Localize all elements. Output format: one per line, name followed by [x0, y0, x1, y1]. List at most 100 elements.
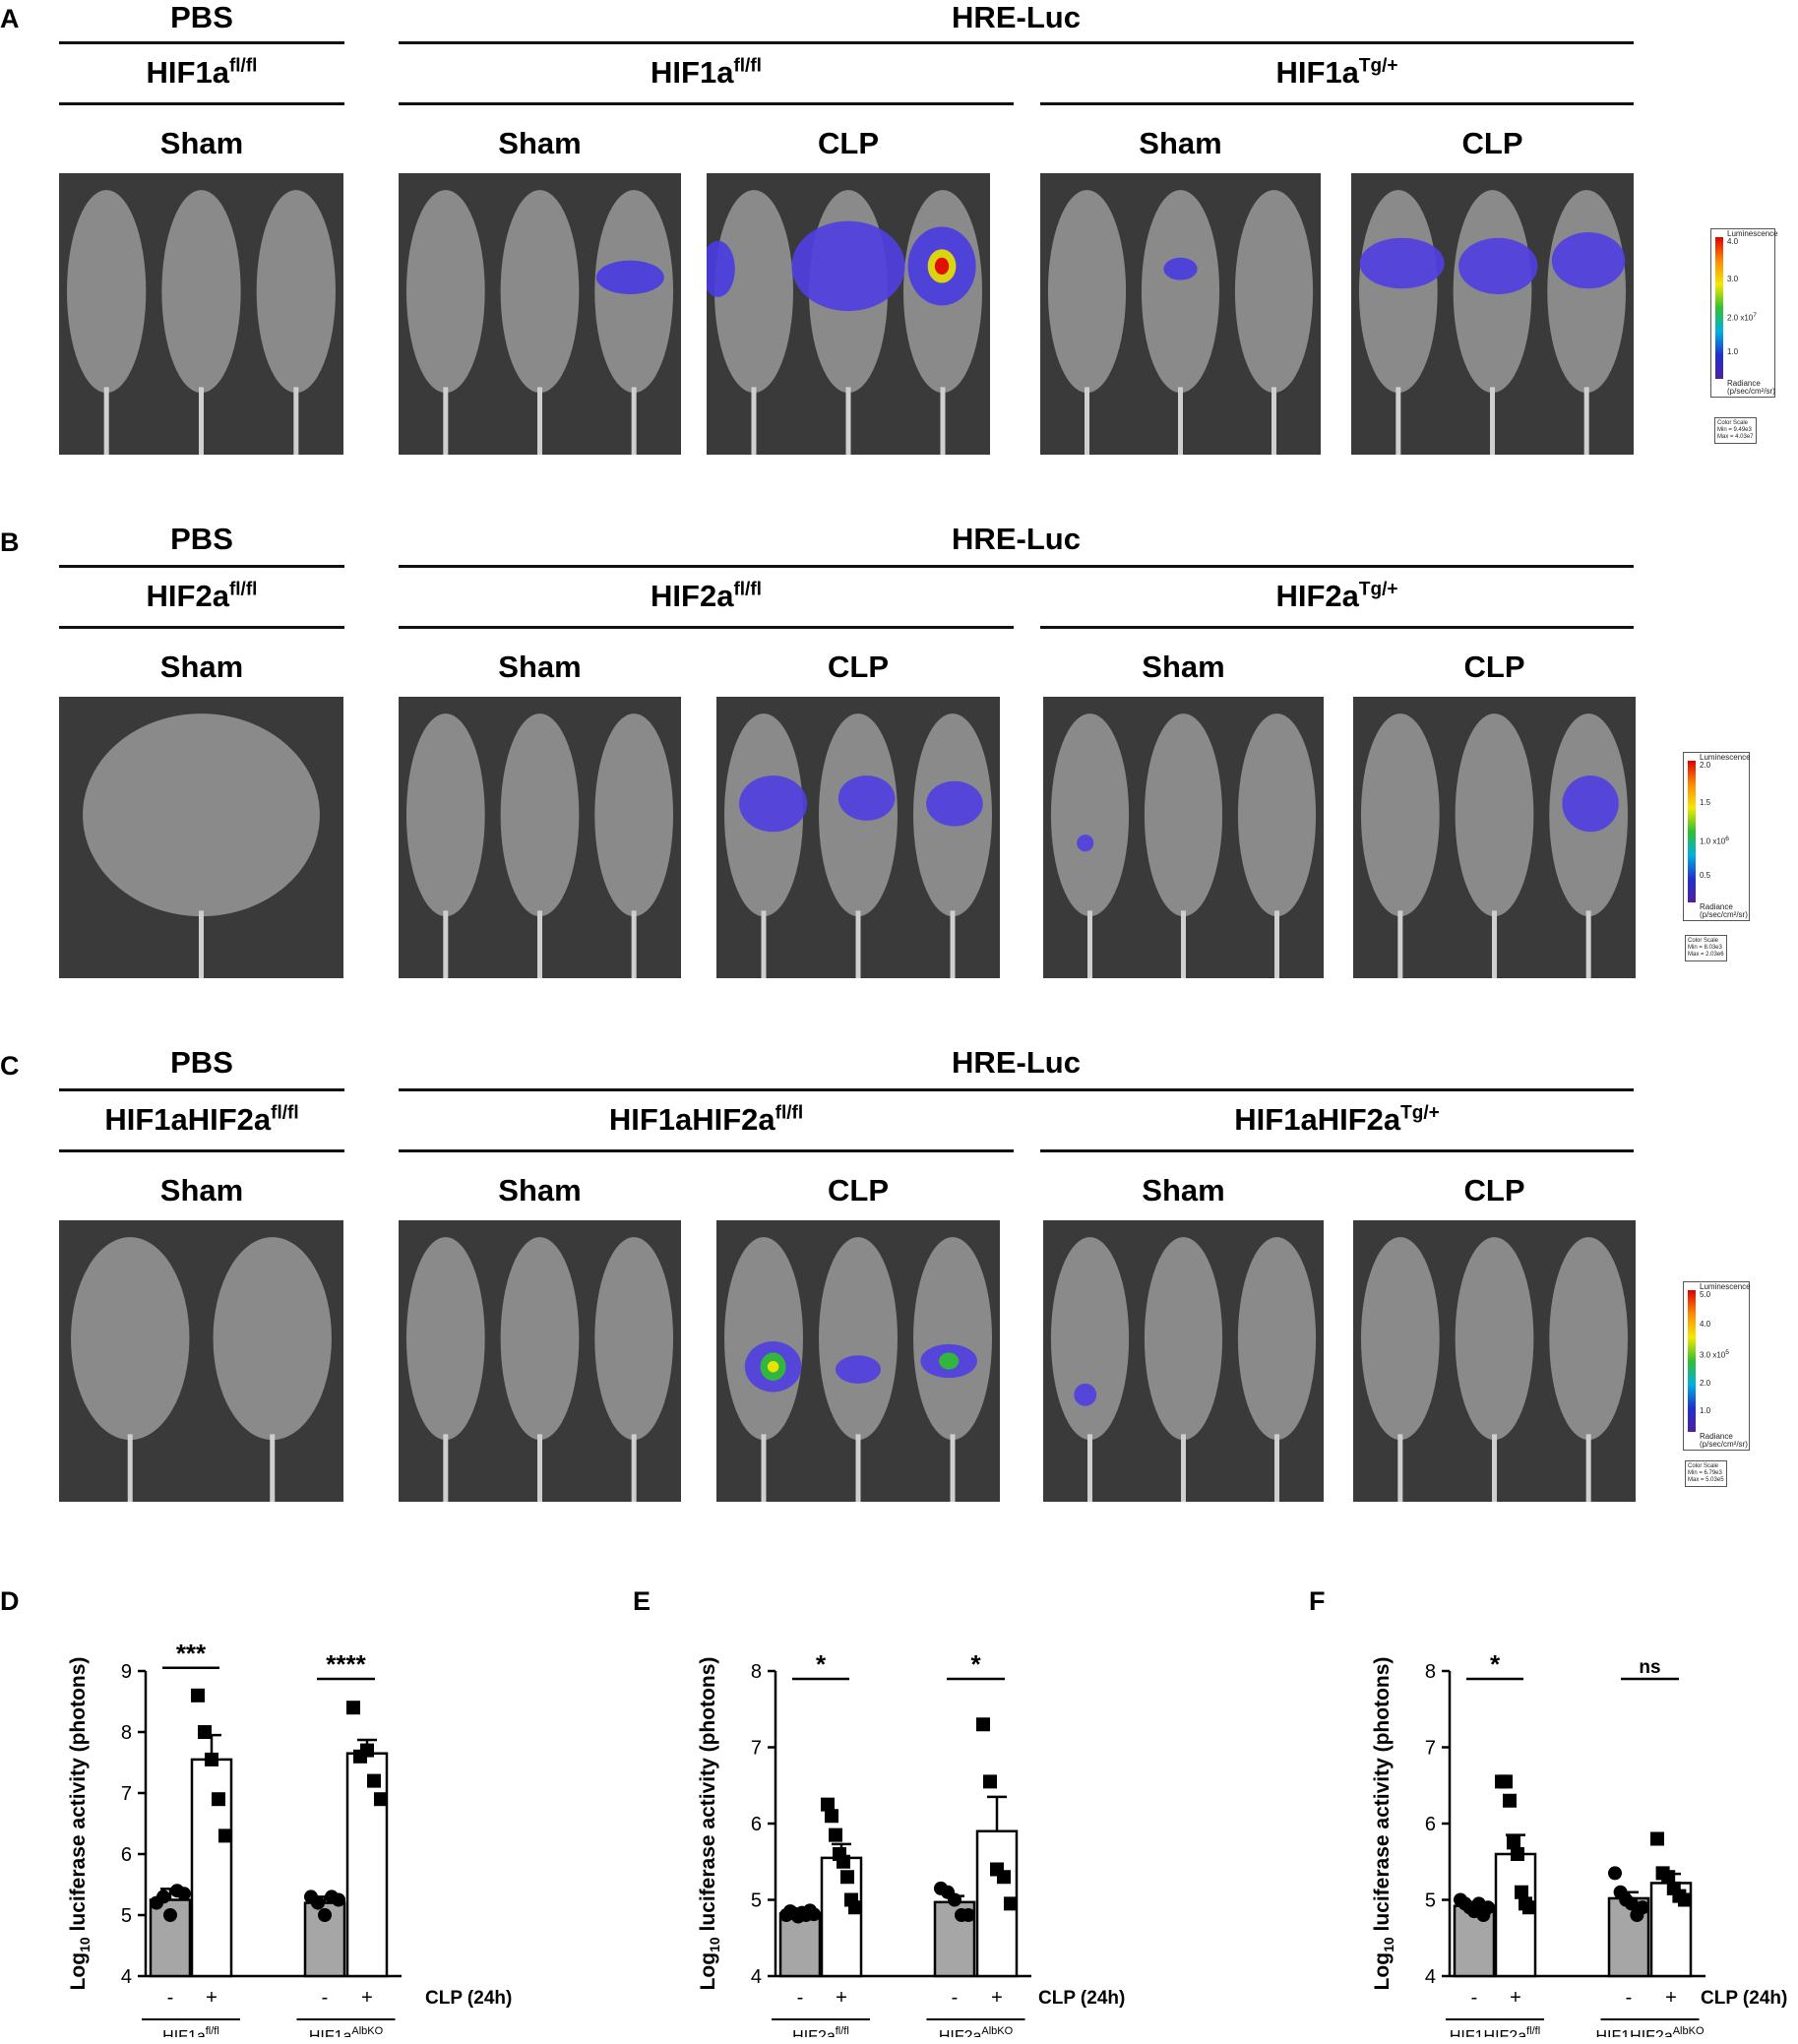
condition-label: Sham	[498, 650, 582, 684]
x-sign-label: -	[322, 1987, 329, 2009]
condition-label: CLP	[818, 126, 879, 160]
divider	[399, 565, 1634, 568]
y-tick-label: 7	[121, 1783, 132, 1805]
genotype-right: HIF2aTg/+	[1275, 579, 1398, 613]
data-point	[177, 1887, 191, 1901]
condition-label: Sham	[159, 650, 244, 684]
data-point	[840, 1870, 854, 1885]
data-point	[346, 1701, 360, 1715]
color-scale-bar: Luminescence 5.0 4.0 3.0 x105 2.0 1.0 Ra…	[1683, 1281, 1751, 1451]
color-scale-box: Color Scale Min = 9.49e3 Max = 4.03e7	[1714, 417, 1757, 444]
divider	[399, 102, 1014, 105]
color-scale-box: Color Scale Min = 8.03e3 Max = 2.03e6	[1685, 935, 1727, 961]
data-point	[332, 1892, 345, 1907]
data-point	[829, 1827, 842, 1842]
panel-letter-d: D	[0, 1586, 20, 1616]
condition-label: Sham	[1139, 126, 1222, 160]
y-tick-label: 9	[121, 1661, 132, 1683]
bar-chart-e: 4 5 6 7 8 Log10 luciferase activity (photons)…	[697, 1649, 1125, 2037]
data-point	[360, 1743, 374, 1758]
control-genotype: HIF2afl/fl	[146, 579, 258, 613]
data-point	[948, 1892, 961, 1907]
data-point	[825, 1809, 838, 1824]
hre-luc-label: HRE-Luc	[952, 1045, 1081, 1080]
clp-label: CLP (24h)	[1701, 1988, 1787, 2009]
bioluminescence-image	[399, 1220, 681, 1502]
genotype-left: HIF1afl/fl	[651, 55, 762, 90]
data-point	[374, 1792, 388, 1807]
divider	[399, 1149, 1014, 1152]
panel-letter: B	[0, 527, 20, 557]
genotype-left: HIF1aHIF2afl/fl	[608, 1102, 804, 1137]
y-tick-label: 7	[751, 1738, 762, 1760]
data-point	[218, 1828, 232, 1843]
data-point	[156, 1889, 170, 1904]
data-point	[212, 1792, 225, 1807]
genotype-right: HIF1aTg/+	[1275, 55, 1398, 90]
y-tick-label: 5	[751, 1890, 762, 1912]
y-tick-label: 4	[121, 1966, 132, 1988]
data-point	[367, 1773, 381, 1788]
data-point	[1481, 1900, 1495, 1915]
y-tick-label: 6	[1425, 1814, 1436, 1835]
control-genotype: HIF1afl/fl	[146, 55, 258, 90]
significance-label: *	[970, 1649, 981, 1679]
data-point	[1499, 1774, 1513, 1789]
bioluminescence-image	[1043, 697, 1324, 978]
genotype-right: HIF1aHIF2aTg/+	[1234, 1102, 1440, 1137]
divider	[1040, 626, 1634, 629]
bioluminescence-image	[399, 697, 681, 978]
bar	[1494, 1852, 1537, 1978]
divider	[1040, 102, 1634, 105]
data-point	[976, 1717, 990, 1732]
y-tick-label: 8	[1425, 1661, 1436, 1683]
condition-label: CLP	[828, 1173, 889, 1208]
data-point	[821, 1797, 835, 1812]
x-sign-label: -	[167, 1987, 174, 2009]
divider	[59, 41, 344, 44]
x-sign-label: +	[991, 1987, 1003, 2009]
data-point	[1678, 1892, 1692, 1907]
y-tick-label: 8	[751, 1661, 762, 1683]
x-sign-label: -	[1626, 1987, 1633, 2009]
group-label: HIF1afl/fl	[162, 2025, 219, 2037]
group-label: HIF1HIF2afl/fl	[1450, 2025, 1540, 2037]
x-sign-label: -	[797, 1987, 804, 2009]
divider	[59, 102, 344, 105]
control-genotype: HIF1aHIF2afl/fl	[104, 1102, 299, 1137]
pbs-label: PBS	[170, 522, 233, 556]
bioluminescence-image	[399, 173, 681, 455]
divider	[399, 41, 1634, 44]
condition-label: Sham	[498, 1173, 582, 1208]
bioluminescence-image	[1043, 1220, 1324, 1502]
data-point	[807, 1907, 821, 1922]
data-point	[318, 1908, 332, 1922]
color-scale-bar: Luminescence 2.0 1.5 1.0 x106 0.5 Radian…	[1683, 752, 1751, 921]
hre-luc-label: HRE-Luc	[952, 522, 1081, 556]
bar	[345, 1752, 389, 1978]
divider	[59, 1149, 344, 1152]
bar	[778, 1912, 822, 1978]
data-point	[1522, 1900, 1536, 1915]
data-point	[1624, 1896, 1639, 1911]
bar	[190, 1758, 233, 1978]
data-point	[1503, 1793, 1517, 1808]
y-tick-label: 7	[1425, 1738, 1436, 1760]
genotype-left: HIF2afl/fl	[651, 579, 762, 613]
y-axis-label: Log10 luciferase activity (photons)	[67, 1657, 93, 1991]
bioluminescence-image	[716, 1220, 1000, 1502]
x-sign-label: +	[361, 1987, 373, 2009]
data-point	[837, 1854, 850, 1869]
data-point	[1608, 1866, 1622, 1881]
divider	[59, 565, 344, 568]
data-point	[1661, 1870, 1676, 1885]
divider	[59, 626, 344, 629]
divider	[1040, 1149, 1634, 1152]
data-point	[205, 1752, 218, 1766]
divider	[399, 626, 1014, 629]
bioluminescence-image	[1353, 697, 1636, 978]
y-tick-label: 4	[751, 1966, 762, 1988]
hre-luc-label: HRE-Luc	[952, 0, 1081, 34]
clp-label: CLP (24h)	[425, 1988, 512, 2009]
clp-label: CLP (24h)	[1038, 1988, 1125, 2009]
